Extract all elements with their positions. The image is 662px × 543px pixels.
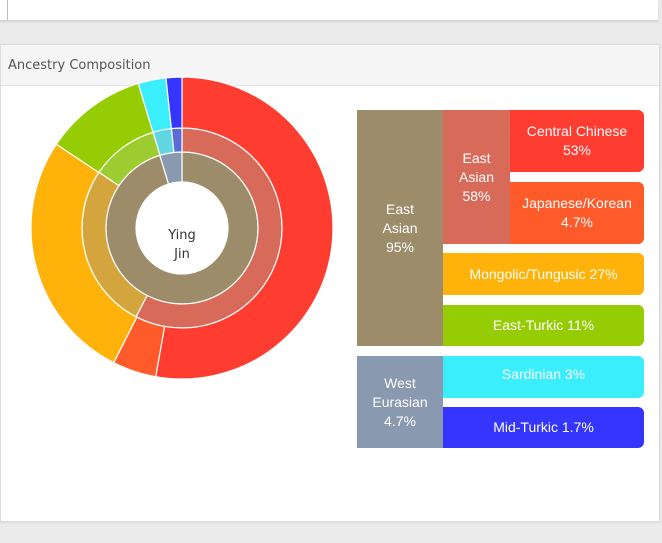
legend-central-chinese-name: Central Chinese [526,123,628,139]
legend-mid-turkic-label: Mid-Turkic 1.7% [493,419,594,435]
sunburst-center-circle [136,182,228,274]
legend-east-asian-region-pct: 95% [385,238,415,255]
legend-east-turkic-label: East-Turkic 11% [492,317,595,333]
legend-east-turkic[interactable]: East-Turkic 11% [443,305,644,346]
legend-japanese-korean-name: Japanese/Korean [522,195,632,211]
legend-west-eurasian-region-pct: 4.7% [384,412,416,429]
sunburst-slice-population-central-chinese[interactable] [154,76,334,380]
card-edge-line [7,0,8,20]
legend-east-asian-sub[interactable]: East Asian 58% [443,110,510,244]
legend-east-asian-region-name: East Asian [382,200,418,236]
legend-mongolic-tungusic[interactable]: Mongolic/Tungusic 27% [443,253,644,295]
sunburst-slice-subregion-mid-turkic[interactable] [170,127,183,154]
legend-east-asian-region[interactable]: East Asian 95% [357,110,443,346]
panel-header: Ancestry Composition [1,45,659,86]
legend-east-asian-sub-name: East Asian [458,149,495,185]
legend-central-chinese[interactable]: Central Chinese 53% [510,110,644,172]
legend-central-chinese-pct: 53% [562,142,591,158]
legend-mid-turkic[interactable]: Mid-Turkic 1.7% [443,407,644,448]
panel-title: Ancestry Composition [8,57,151,73]
legend-west-eurasian-region-name: West Eurasian [372,374,428,410]
legend-mongolic-tungusic-label: Mongolic/Tungusic 27% [469,265,618,282]
legend-sardinian[interactable]: Sardinian 3% [443,356,644,398]
previous-card [0,0,658,21]
legend-west-eurasian-region[interactable]: West Eurasian 4.7% [357,356,443,448]
legend-japanese-korean-pct: 4.7% [561,214,593,230]
ancestry-sunburst-chart [30,76,334,380]
sunburst-slice-population-mid-turkic[interactable] [165,76,183,130]
legend-japanese-korean[interactable]: Japanese/Korean 4.7% [510,182,644,244]
legend-east-asian-sub-pct: 58% [462,187,491,204]
legend-sardinian-label: Sardinian 3% [501,366,586,382]
